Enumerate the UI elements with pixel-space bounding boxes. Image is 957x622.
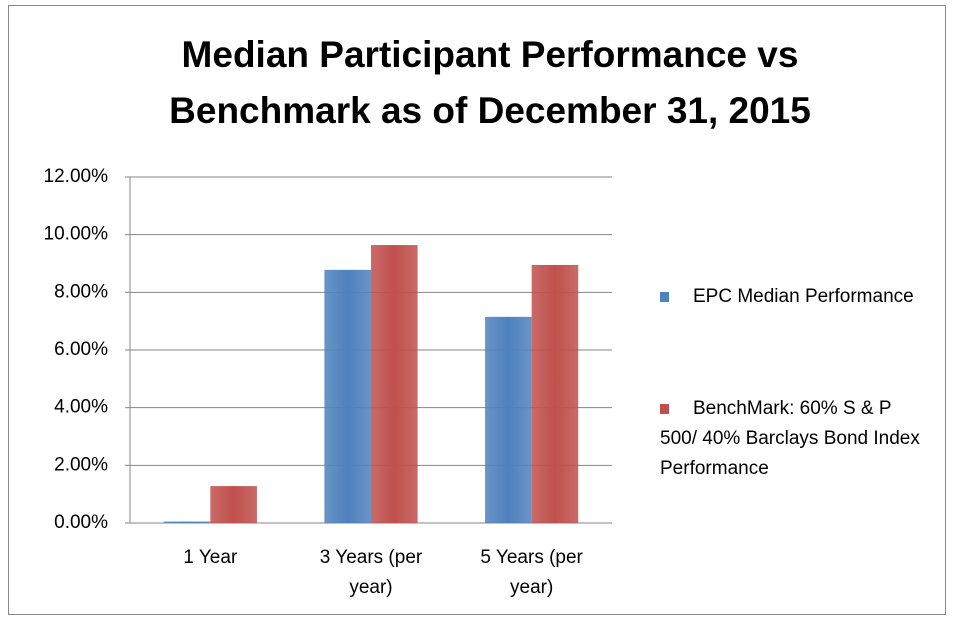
bar — [210, 486, 257, 523]
y-tick-label: 12.00% — [44, 166, 109, 187]
legend-entry: BenchMark: 60% S & P 500/ 40% Barclays B… — [660, 394, 928, 484]
bar — [371, 245, 418, 523]
x-tick-label: 3 Years (per year) — [319, 547, 423, 598]
y-tick-label: 8.00% — [54, 281, 108, 302]
chart-border — [8, 5, 946, 615]
legend-entry: EPC Median Performance — [660, 282, 928, 312]
y-tick-label: 6.00% — [54, 339, 108, 360]
legend-label: BenchMark: 60% S & P 500/ 40% Barclays B… — [660, 398, 920, 479]
bar — [324, 269, 371, 523]
y-tick-label: 2.00% — [54, 454, 108, 475]
legend-marker — [660, 403, 669, 414]
chart-title: Median Participant Performance vs — [182, 34, 799, 75]
x-tick-label: 1 Year — [183, 547, 238, 568]
bar — [531, 264, 579, 523]
legend-label: EPC Median Performance — [693, 286, 914, 307]
chart-title: Benchmark as of December 31, 2015 — [169, 90, 811, 131]
y-tick-label: 4.00% — [54, 397, 108, 418]
y-tick-label: 0.00% — [54, 512, 108, 533]
bar — [485, 316, 532, 523]
x-tick-label: 5 Years (per year) — [480, 547, 583, 598]
y-tick-label: 10.00% — [44, 224, 109, 245]
bar — [163, 521, 211, 523]
legend-marker — [660, 291, 669, 302]
